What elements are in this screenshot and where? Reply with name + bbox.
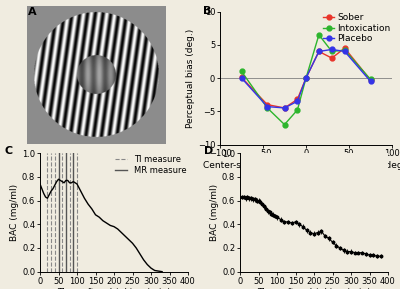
X-axis label: Time after drinking (min): Time after drinking (min) (57, 288, 171, 289)
Y-axis label: Perceptual bias (deg.): Perceptual bias (deg.) (186, 28, 195, 128)
Line: Placebo: Placebo (239, 47, 373, 110)
Placebo (368, 79, 373, 83)
Sober (368, 78, 373, 82)
Sober (316, 50, 321, 53)
Line: Sober: Sober (239, 46, 373, 110)
Sober (295, 98, 300, 101)
Intoxication (239, 70, 244, 73)
Placebo (282, 106, 287, 110)
Placebo (316, 50, 321, 53)
Intoxication (330, 50, 334, 53)
Text: D: D (204, 146, 214, 156)
Placebo (265, 105, 270, 108)
Legend: TI measure, MR measure: TI measure, MR measure (114, 155, 186, 175)
Sober (304, 76, 308, 80)
Placebo (239, 76, 244, 80)
Placebo (342, 50, 347, 53)
Sober (265, 103, 270, 106)
Text: C: C (4, 146, 13, 156)
Intoxication (265, 106, 270, 110)
Sober (239, 76, 244, 79)
Placebo (295, 99, 300, 103)
Line: Intoxication: Intoxication (239, 32, 373, 127)
Text: B: B (203, 6, 211, 16)
Y-axis label: BAC (mg/ml): BAC (mg/ml) (10, 184, 19, 241)
Intoxication (304, 76, 308, 80)
Sober (330, 56, 334, 60)
Sober (282, 106, 287, 110)
Placebo (330, 48, 334, 51)
Intoxication (282, 123, 287, 126)
Intoxication (295, 108, 300, 112)
X-axis label: Time after drinking (min): Time after drinking (min) (257, 288, 371, 289)
Sober (342, 46, 347, 50)
Placebo (304, 76, 308, 80)
Legend: Sober, Intoxication, Placebo: Sober, Intoxication, Placebo (324, 13, 390, 43)
Intoxication (368, 78, 373, 81)
Intoxication (316, 33, 321, 36)
Intoxication (342, 48, 347, 52)
Y-axis label: BAC (mg/ml): BAC (mg/ml) (210, 184, 219, 241)
Text: A: A (28, 7, 37, 17)
X-axis label: Center-surround orientation deviations (deg.): Center-surround orientation deviations (… (203, 161, 400, 170)
